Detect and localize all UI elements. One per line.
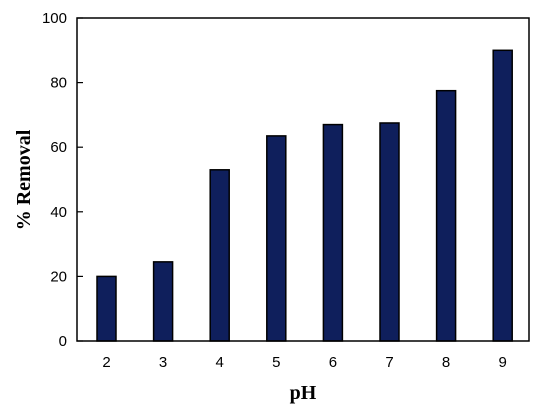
y-tick-label: 40 [50,204,67,221]
x-ticks-group: 2 3 4 5 6 7 8 9 [102,354,507,371]
bar-ph-4 [209,169,230,342]
x-axis-label: pH [290,382,317,404]
x-tick-label: 8 [442,354,450,371]
bars-group [96,49,513,342]
y-tick-label: 20 [50,268,67,285]
y-tick-label: 80 [50,75,67,92]
x-tick-label: 2 [102,354,110,371]
bar-ph-9 [492,49,513,342]
x-tick-label: 7 [385,354,393,371]
plot-area-frame [76,17,530,342]
x-tick-label: 3 [159,354,167,371]
y-tick-label: 100 [42,10,67,27]
y-tick-label: 60 [50,139,67,156]
y-tick-label: 0 [59,333,67,350]
bar-ph-8 [435,89,457,342]
x-tick-label: 5 [272,354,280,371]
x-tick-label: 6 [329,354,337,371]
x-tick-label: 9 [499,354,507,371]
y-axis-label: % Removal [13,129,35,230]
x-tick-label: 4 [216,354,224,371]
bar-ph-5 [266,135,287,342]
bar-ph-7 [379,122,400,342]
bar-ph-2 [96,275,117,342]
bar-ph-6 [322,123,344,342]
bar-ph-3 [152,261,174,342]
